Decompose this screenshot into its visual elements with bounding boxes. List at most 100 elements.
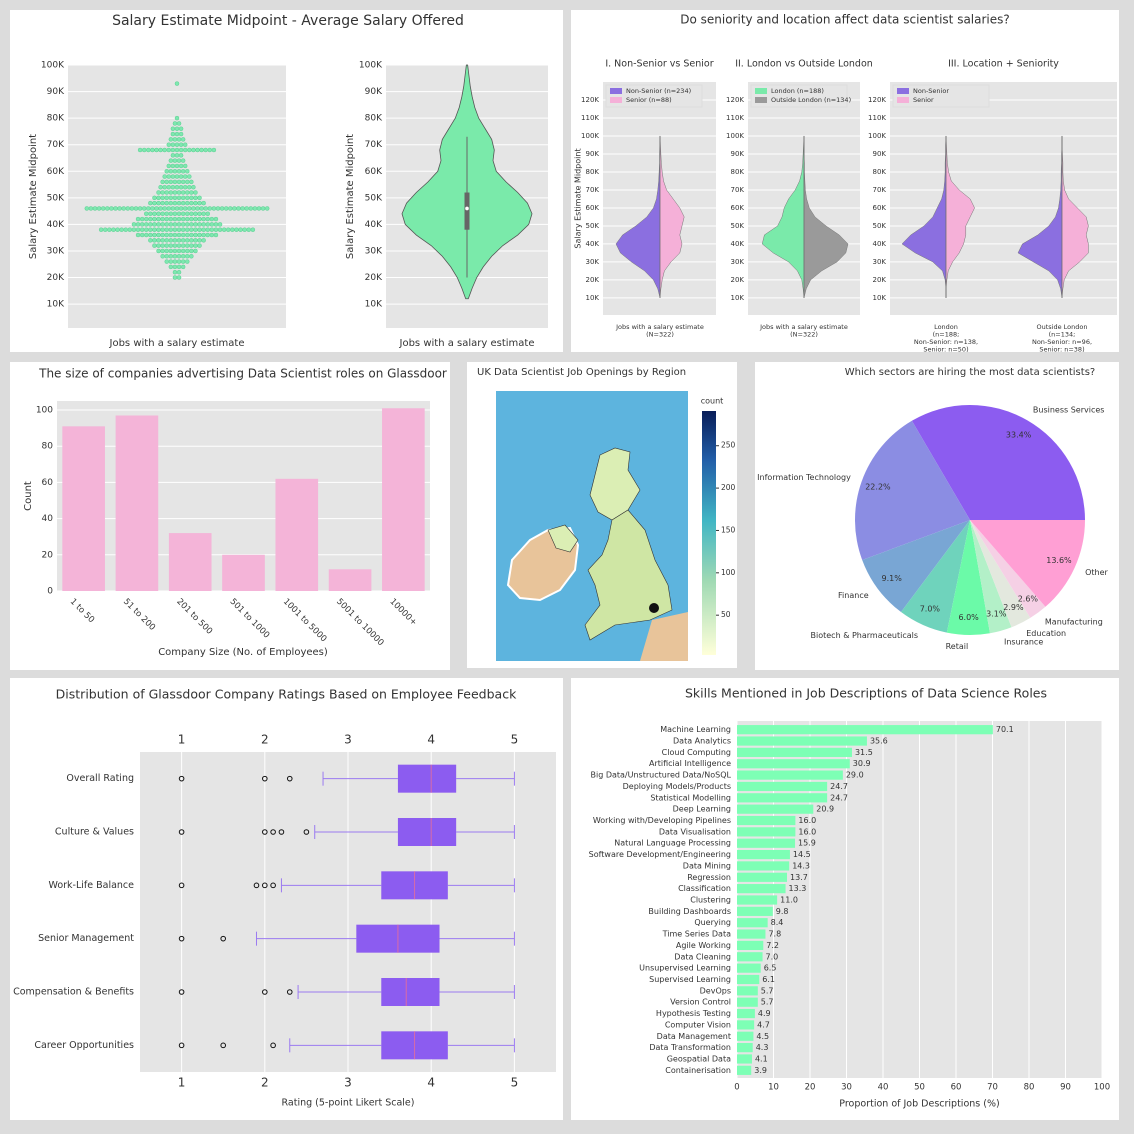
colorbar-tick-label: 250 <box>721 441 736 450</box>
swarm-point <box>156 200 161 206</box>
outlier <box>278 829 285 835</box>
subplot-title: I. Non-Senior vs Senior <box>605 59 713 70</box>
value-label: 16.0 <box>798 827 816 836</box>
swarm-point <box>176 195 182 201</box>
northern-ireland <box>547 524 579 553</box>
bar <box>737 974 760 985</box>
slice-label: Business Services <box>1033 406 1105 415</box>
swarm-point <box>168 243 174 248</box>
swarm-point <box>205 222 210 227</box>
x-tick-label: 20 <box>805 1083 816 1093</box>
x-tick-label: 2 <box>261 1076 269 1090</box>
y-tick-label: 60K <box>47 167 65 177</box>
y-tick-label: Compensation & Benefits <box>13 987 134 998</box>
value-label: 4.1 <box>755 1054 768 1063</box>
y-tick-label: 10K <box>873 294 887 302</box>
bar <box>737 1031 754 1041</box>
y-tick-label: Software Development/Engineering <box>589 850 731 859</box>
swarm-point <box>178 147 184 153</box>
swarm-point <box>185 222 190 227</box>
violin-half <box>1061 135 1089 298</box>
swarm-point <box>189 227 194 232</box>
swarm-point <box>109 206 114 211</box>
swarm-point <box>223 206 229 211</box>
swarm-point <box>139 232 145 238</box>
swarm-point <box>219 206 225 211</box>
swarm-point <box>180 259 186 264</box>
subplot-title: II. London vs Outside London <box>735 59 873 70</box>
swarm-point <box>115 227 120 232</box>
swarm-point <box>121 206 126 211</box>
swarm-point <box>117 206 122 211</box>
swarm-point <box>98 227 104 232</box>
legend-swatch <box>897 97 909 103</box>
swarm-point <box>160 179 165 185</box>
swarm-point <box>193 243 198 248</box>
swarm-point <box>193 238 198 243</box>
swarm-point <box>170 184 176 190</box>
slice-label: Other <box>1085 568 1108 577</box>
swarm-point <box>176 179 182 185</box>
bar <box>737 781 828 792</box>
outlier <box>178 882 185 889</box>
slice-value-label: 2.9% <box>1003 603 1024 612</box>
chart-title: Do seniority and location affect data sc… <box>680 13 1010 27</box>
y-tick-label: 120K <box>726 96 744 104</box>
plot-area <box>68 65 286 328</box>
y-tick-label: Machine Learning <box>660 725 731 734</box>
y-tick-label: Cloud Computing <box>662 748 731 757</box>
swarm-point <box>156 190 161 195</box>
swarm-point <box>191 206 196 211</box>
swarm-point <box>139 222 145 227</box>
swarm-point <box>197 222 202 227</box>
x-tick-label: Jobs with a salary estimate (N=322) <box>615 323 704 339</box>
y-tick-label: Containerisation <box>665 1066 731 1075</box>
y-tick-label: 70K <box>47 140 65 150</box>
slice-value-label: 9.1% <box>882 574 903 583</box>
x-tick-label: 80 <box>1024 1083 1035 1093</box>
swarm-point <box>164 190 169 195</box>
bar <box>737 1043 753 1053</box>
slice-label: Finance <box>838 591 869 600</box>
outlier <box>303 829 310 835</box>
x-axis-label: Jobs with a salary estimate <box>109 338 245 349</box>
legend-swatch <box>610 97 622 103</box>
swarm-point <box>158 147 163 153</box>
y-tick-label: Building Dashboards <box>648 907 731 916</box>
swarm-point <box>168 259 174 264</box>
slice-value-label: 13.6% <box>1046 556 1072 565</box>
swarm-point <box>189 232 194 238</box>
swarm-point <box>144 232 149 238</box>
swarm-point <box>182 142 188 147</box>
y-tick-label: Agile Working <box>676 941 731 950</box>
swarm-point <box>246 227 251 232</box>
y-tick-label: 70K <box>731 186 745 194</box>
swarm-point <box>234 227 239 232</box>
swarm-point <box>170 174 176 179</box>
swarm-point <box>180 216 186 222</box>
pie-slice <box>970 520 1012 634</box>
bar <box>737 725 993 735</box>
y-tick-label: 60K <box>365 167 383 177</box>
swarm-point <box>180 137 186 142</box>
x-tick-line: Senior: n=38) <box>1039 346 1084 354</box>
swarm-point <box>160 254 165 259</box>
swarm-point <box>164 216 169 222</box>
swarm-point <box>185 211 190 217</box>
swarm-point <box>164 179 169 185</box>
swarm-point <box>205 232 210 238</box>
swarm-point <box>170 153 176 158</box>
swarm-point <box>131 227 137 232</box>
swarm-point <box>146 147 151 153</box>
y-tick-label: 90K <box>731 150 745 158</box>
median <box>465 206 469 211</box>
swarm-point <box>160 243 165 248</box>
swarm-point <box>160 232 165 238</box>
swarm-point <box>168 264 174 270</box>
swarm-point <box>185 259 190 264</box>
swarm-point <box>217 227 223 232</box>
swarm-point <box>182 163 188 169</box>
swarm-point <box>152 232 157 238</box>
london <box>649 603 659 613</box>
swarm-point <box>152 200 157 206</box>
